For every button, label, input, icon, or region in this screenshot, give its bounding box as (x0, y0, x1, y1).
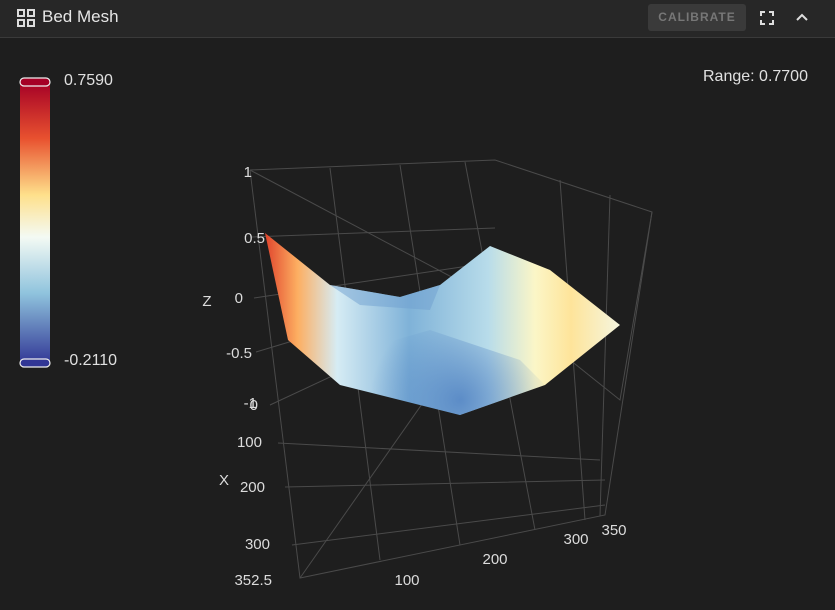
z-tick-label: 0 (235, 290, 243, 307)
colorbar (19, 77, 51, 368)
colorbar-max-label: 0.7590 (64, 72, 113, 89)
x-tick-label: 352.5 (234, 572, 272, 589)
panel-title: Bed Mesh (42, 7, 119, 26)
header-bar: Bed Mesh CALIBRATE (0, 0, 835, 38)
grid-icon (17, 9, 35, 27)
y-tick-label: 100 (394, 572, 419, 589)
collapse-button[interactable] (795, 11, 809, 25)
z-tick-label: -0.5 (226, 345, 252, 362)
calibrate-button[interactable]: CALIBRATE (648, 4, 746, 31)
x-tick-label: 100 (237, 434, 262, 451)
mesh-surface-shade (330, 285, 440, 310)
y-tick-label: 350 (601, 522, 626, 539)
z-axis-title: Z (202, 293, 211, 310)
x-tick-label: 0 (250, 397, 258, 414)
mesh-plot: 1 0.5 0 -0.5 -1 Z 0 100 200 300 352.5 X 100 200 300 350… (202, 159, 653, 594)
z-tick-label: -1 (244, 395, 257, 412)
range-label: Range: 0.7700 (703, 68, 808, 85)
x-tick-label: 200 (240, 479, 265, 496)
y-tick-label: 200 (482, 551, 507, 568)
mesh-surface-shade (340, 330, 545, 415)
colorbar-min-label: -0.2110 (64, 352, 118, 369)
z-tick-label: 1 (244, 164, 252, 181)
y-tick-label: 300 (563, 531, 588, 548)
fullscreen-button[interactable] (760, 11, 774, 25)
y-axis-title: Y (482, 591, 492, 594)
x-tick-label: 300 (245, 536, 270, 553)
x-axis-title: X (219, 472, 229, 489)
z-tick-label: 0.5 (244, 230, 265, 247)
